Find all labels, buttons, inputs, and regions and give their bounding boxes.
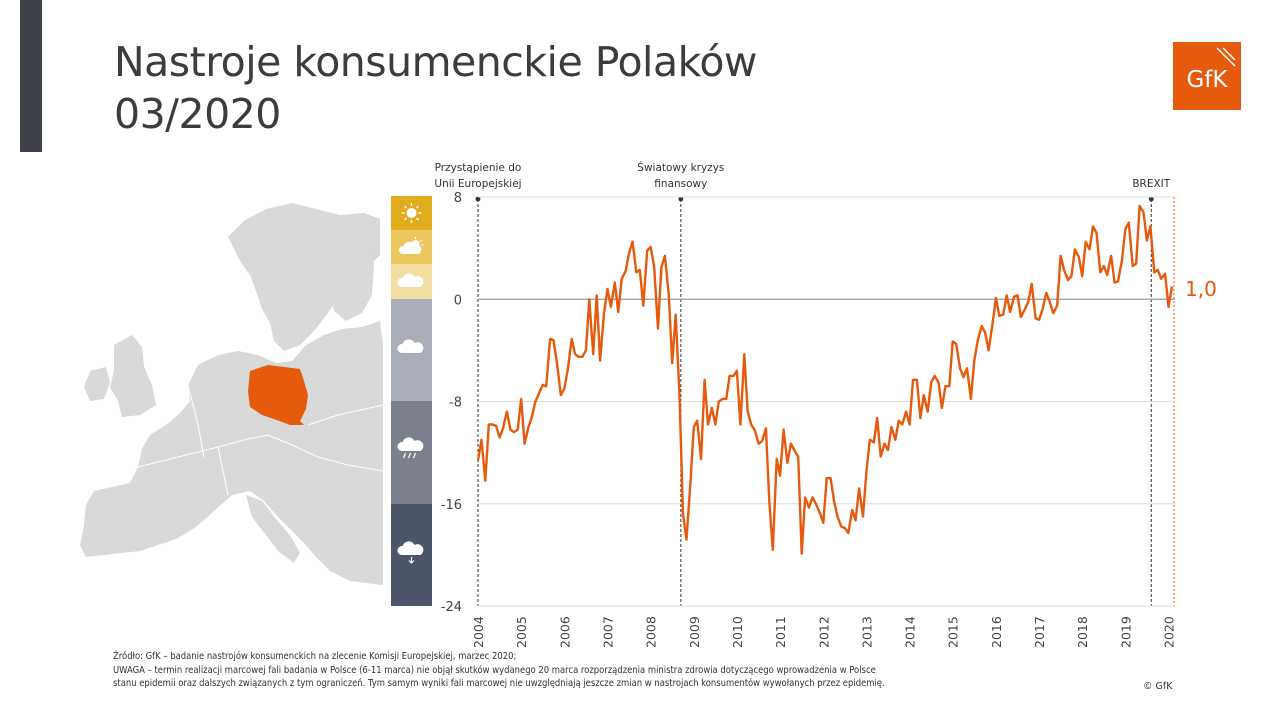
copyright: © GfK [1143, 681, 1173, 692]
x-tick-labels: 2004 2005 2006 2007 2008 2009 2010 2011 2012 2013… [471, 616, 1177, 648]
y-tick-0: 8 [454, 191, 462, 206]
chart-annotations: Przystąpienie do Unii Europejskiej Światow… [434, 161, 1175, 606]
x-tick-14: 2018 [1075, 616, 1090, 648]
event-label-0-0: Przystąpienie do [435, 162, 522, 174]
y-tick-4: -24 [441, 600, 462, 615]
title-line-1: Nastroje konsumenckie Polaków [114, 38, 757, 86]
border-5 [307, 404, 383, 426]
sun-cloud-icon [398, 237, 424, 254]
accent-bar [20, 0, 42, 152]
event-marker-1 [678, 196, 684, 202]
logo-text: GfK [1186, 67, 1228, 93]
sun-icon [401, 203, 422, 223]
x-tick-15: 2019 [1118, 616, 1133, 648]
series-line-0 [476, 204, 1174, 555]
x-tick-7: 2011 [773, 616, 788, 648]
cloud-icon [397, 339, 424, 353]
gfk-logo: GfK [1173, 42, 1241, 110]
x-tick-10: 2014 [903, 616, 918, 648]
border-4 [267, 434, 383, 472]
logo-slash-1 [1216, 47, 1236, 67]
event-marker-0 [475, 196, 481, 202]
footnote-line-1: Źródło: GfK – badanie nastrojów konsumen… [113, 651, 517, 662]
event-label-0-1: Unii Europejskiej [434, 178, 521, 190]
x-tick-4: 2008 [644, 616, 659, 648]
x-tick-9: 2013 [859, 616, 874, 648]
x-tick-12: 2016 [989, 616, 1004, 648]
last-value-label: 1,0 [1185, 277, 1217, 301]
x-tick-16: 2020 [1162, 616, 1177, 648]
title-line-2: 03/2020 [114, 90, 281, 138]
ireland-shape [84, 367, 110, 401]
cloud-icon-light [397, 273, 424, 287]
chart-gridlines [478, 196, 1175, 607]
y-tick-3: -16 [441, 498, 462, 513]
europe-landmass [80, 203, 383, 585]
y-tick-1: 0 [454, 293, 462, 308]
page-title: Nastroje konsumenckie Polaków 03/2020 [114, 36, 757, 140]
footnote: Źródło: GfK – badanie nastrojów konsumen… [113, 650, 885, 691]
weather-band-rain [391, 401, 432, 504]
rain-cloud-icon [397, 437, 424, 459]
x-tick-8: 2012 [816, 616, 831, 648]
mainland-shape [80, 321, 383, 585]
consumer-sentiment-chart: Przystąpienie do Unii Europejskiej Światow… [434, 161, 1217, 648]
x-tick-5: 2009 [687, 616, 702, 648]
x-tick-0: 2004 [471, 616, 486, 648]
x-tick-11: 2015 [946, 616, 961, 648]
europe-map [80, 203, 383, 585]
border-3 [217, 446, 229, 496]
event-label-2-0: BREXIT [1132, 178, 1170, 190]
y-tick-labels: 8 0 -8 -16 -24 [441, 191, 462, 615]
x-tick-1: 2005 [514, 616, 529, 648]
storm-cloud-icon [397, 541, 424, 564]
uk-shape [110, 335, 156, 417]
italy-shape [246, 495, 300, 563]
footnote-line-3: stanu epidemii oraz dalszych związanych … [113, 678, 885, 689]
poland-highlight [248, 365, 308, 425]
finland-shape [328, 235, 374, 321]
event-marker-2 [1148, 196, 1154, 202]
weather-scale [391, 196, 432, 606]
x-tick-3: 2007 [600, 616, 615, 648]
y-tick-2: -8 [449, 396, 462, 411]
event-label-1-1: finansowy [654, 178, 707, 190]
event-label-1-0: Światowy kryzys [637, 161, 724, 174]
logo-slash-2 [1222, 47, 1236, 61]
x-tick-6: 2010 [730, 616, 745, 648]
x-tick-2: 2006 [557, 616, 572, 648]
border-2 [187, 384, 205, 458]
chart-series [476, 204, 1174, 555]
logo-background [1173, 42, 1241, 110]
country-borders [137, 384, 383, 496]
footnote-line-2: UWAGA – termin realizacji marcowej fali … [113, 664, 876, 676]
x-tick-13: 2017 [1032, 616, 1047, 648]
